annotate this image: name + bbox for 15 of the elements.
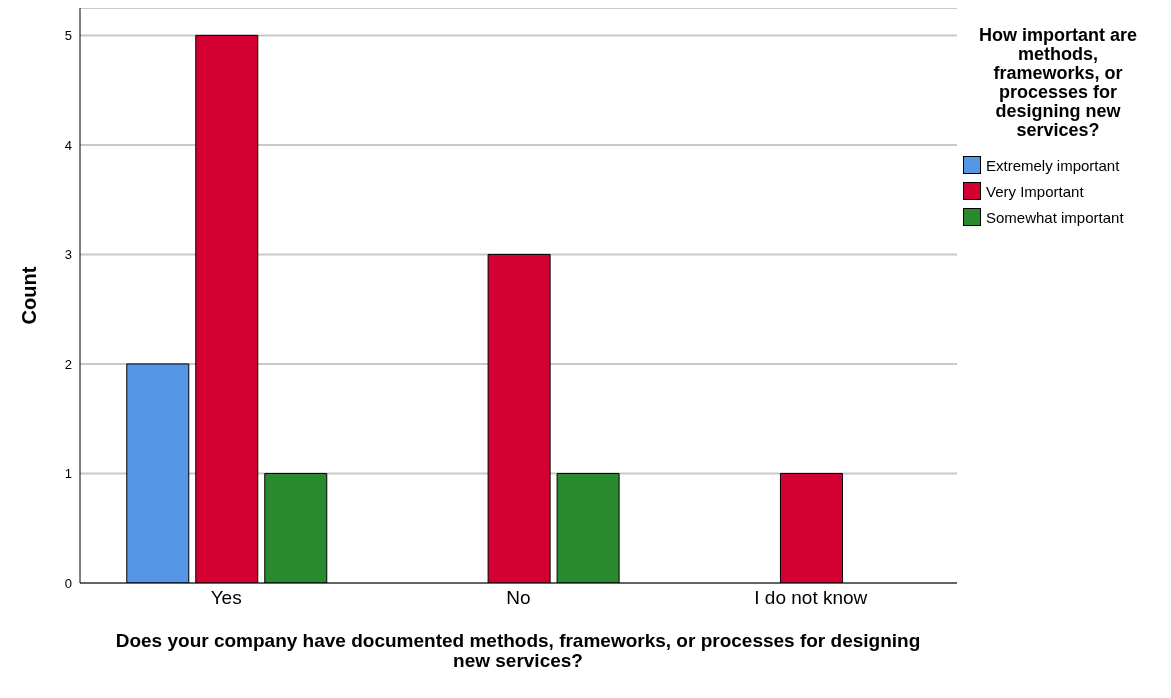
y-tick-label: 5 (64, 28, 72, 43)
y-tick-label: 3 (64, 247, 72, 263)
legend-title: How important are methods, frameworks, or processes for designing new services? (978, 25, 1138, 140)
y-tick-label: 2 (64, 356, 72, 372)
x-axis-title: Does your company have documented methods, frameworks, or processes for designing new services? (114, 630, 922, 671)
y-tick-label: 1 (64, 466, 72, 482)
y-tick-label: 0 (64, 575, 72, 591)
x-tick-label: No (506, 587, 531, 609)
legend-label: Somewhat important (986, 208, 1124, 226)
x-tick-label: Yes (210, 587, 242, 609)
y-tick-label: 4 (64, 137, 72, 153)
legend-label: Very Important (986, 182, 1084, 200)
x-tick-label: I do not know (754, 587, 868, 609)
y-axis-title: Count (18, 266, 41, 325)
legend-label: Extremely important (986, 156, 1120, 174)
